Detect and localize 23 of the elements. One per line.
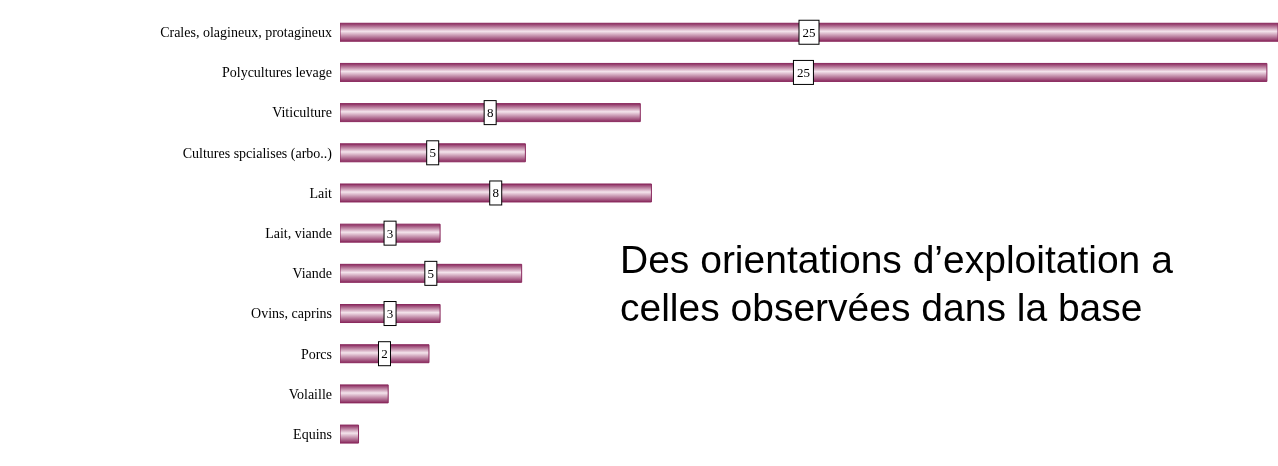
- y-tick-label: Viticulture: [272, 105, 332, 121]
- data-label: 25: [796, 64, 810, 80]
- bar: [340, 424, 360, 444]
- y-tick-label: Polycultures levage: [221, 65, 332, 81]
- bar: [340, 384, 389, 404]
- y-tick-label: Lait, viande: [265, 225, 332, 241]
- y-tick-label: Crales, olagineux, protagineux: [160, 25, 332, 41]
- y-tick-label: Volaille: [288, 386, 332, 402]
- data-label: 5: [429, 145, 436, 161]
- y-tick-label: Equins: [293, 426, 332, 442]
- data-label: 3: [386, 225, 394, 241]
- data-label: 5: [427, 265, 435, 281]
- y-tick-label: Viande: [292, 266, 332, 282]
- y-tick-label: Porcs: [300, 346, 332, 362]
- annotation: Des orientations d’exploitation a celles observées dans la base: [620, 237, 1174, 331]
- y-tick-label: Lait: [309, 185, 333, 201]
- data-label: 2: [381, 346, 388, 362]
- data-label: 3: [386, 306, 394, 322]
- data-label: 8: [492, 185, 499, 201]
- data-label: 25: [802, 24, 816, 40]
- data-label: 8: [486, 105, 494, 121]
- y-tick-label: Cultures spcialises (arbo..): [182, 145, 333, 162]
- y-tick-label: Ovins, caprins: [251, 306, 332, 322]
